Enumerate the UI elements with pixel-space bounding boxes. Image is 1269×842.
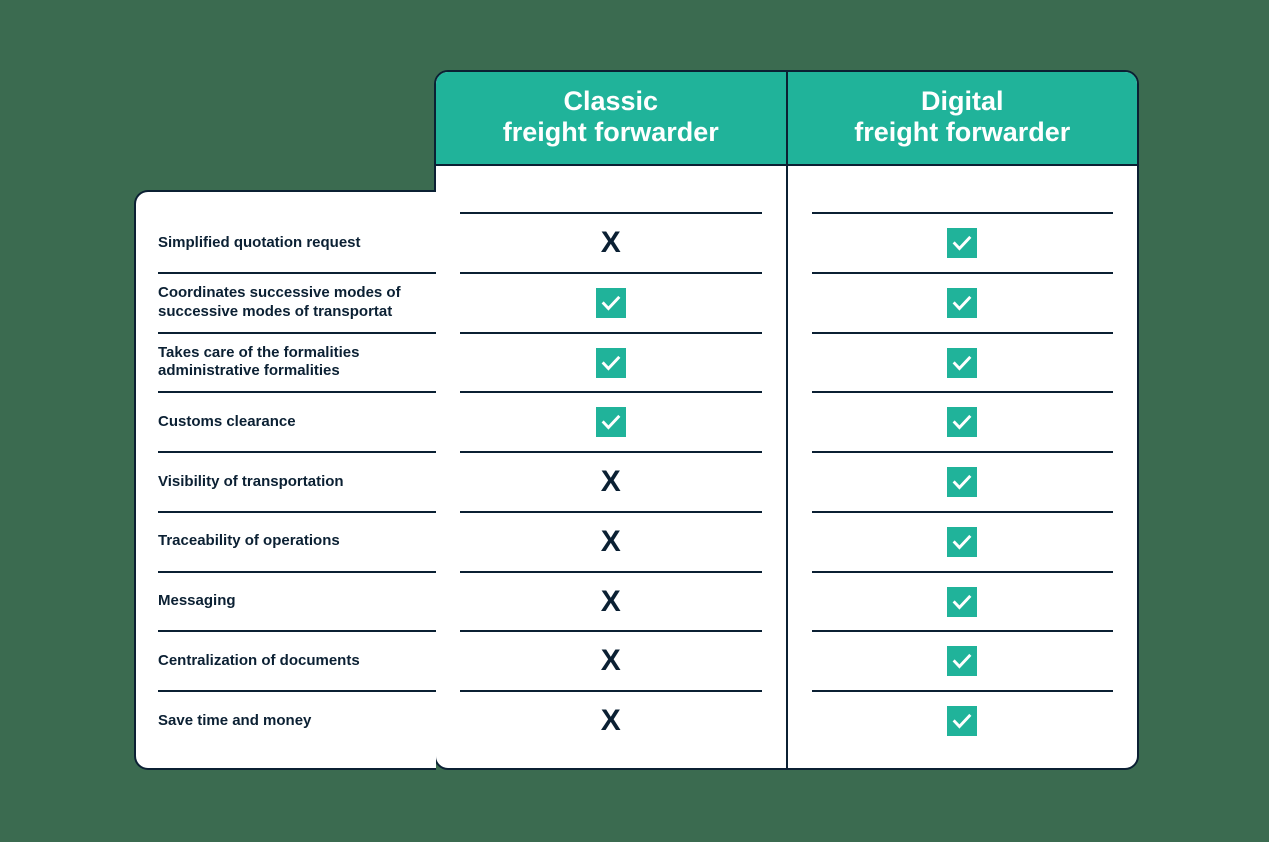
- row-label: Messaging: [158, 573, 436, 633]
- table-cell: X: [460, 573, 762, 633]
- check-icon: [947, 587, 977, 617]
- table-cell: [460, 334, 762, 394]
- check-icon: [947, 527, 977, 557]
- column-header-classic: Classic freight forwarder: [436, 72, 786, 166]
- x-icon: X: [601, 228, 621, 258]
- x-icon: X: [601, 467, 621, 497]
- column-title-line2: freight forwarder: [503, 117, 719, 147]
- table-cell: [812, 513, 1114, 573]
- row-label: Coordinates successive modes of successi…: [158, 274, 436, 334]
- table-cell: X: [460, 632, 762, 692]
- column-title-line1: Digital: [921, 86, 1004, 116]
- column-body-digital: [788, 166, 1138, 768]
- check-icon: [947, 467, 977, 497]
- check-icon: [947, 348, 977, 378]
- columns-card: Classic freight forwarder XXXXXX Digital…: [434, 70, 1139, 770]
- column-classic: Classic freight forwarder XXXXXX: [436, 72, 786, 768]
- table-cell: X: [460, 692, 762, 750]
- check-icon: [596, 288, 626, 318]
- column-header-digital: Digital freight forwarder: [788, 72, 1138, 166]
- table-cell: [812, 334, 1114, 394]
- row-label: Takes care of the formalities administra…: [158, 334, 436, 394]
- spacer-row: [460, 188, 762, 214]
- table-cell: [812, 214, 1114, 274]
- labels-card: Simplified quotation requestCoordinates …: [134, 190, 436, 770]
- table-cell: [460, 393, 762, 453]
- row-label: Centralization of documents: [158, 632, 436, 692]
- table-cell: [812, 632, 1114, 692]
- check-icon: [947, 706, 977, 736]
- table-cell: [812, 573, 1114, 633]
- check-icon: [947, 228, 977, 258]
- table-cell: X: [460, 214, 762, 274]
- check-icon: [947, 646, 977, 676]
- row-label: Visibility of transportation: [158, 453, 436, 513]
- x-icon: X: [601, 706, 621, 736]
- column-digital: Digital freight forwarder: [786, 72, 1138, 768]
- x-icon: X: [601, 527, 621, 557]
- column-body-classic: XXXXXX: [436, 166, 786, 768]
- row-label: Save time and money: [158, 692, 436, 750]
- x-icon: X: [601, 646, 621, 676]
- row-label: Simplified quotation request: [158, 214, 436, 274]
- x-icon: X: [601, 587, 621, 617]
- table-cell: X: [460, 513, 762, 573]
- check-icon: [596, 407, 626, 437]
- check-icon: [947, 407, 977, 437]
- column-title-line1: Classic: [563, 86, 658, 116]
- check-icon: [947, 288, 977, 318]
- table-cell: [812, 453, 1114, 513]
- spacer-row: [812, 188, 1114, 214]
- table-cell: [460, 274, 762, 334]
- column-title-line2: freight forwarder: [854, 117, 1070, 147]
- row-label: Customs clearance: [158, 393, 436, 453]
- table-cell: X: [460, 453, 762, 513]
- row-label: Traceability of operations: [158, 513, 436, 573]
- check-icon: [596, 348, 626, 378]
- table-cell: [812, 393, 1114, 453]
- table-cell: [812, 692, 1114, 750]
- table-cell: [812, 274, 1114, 334]
